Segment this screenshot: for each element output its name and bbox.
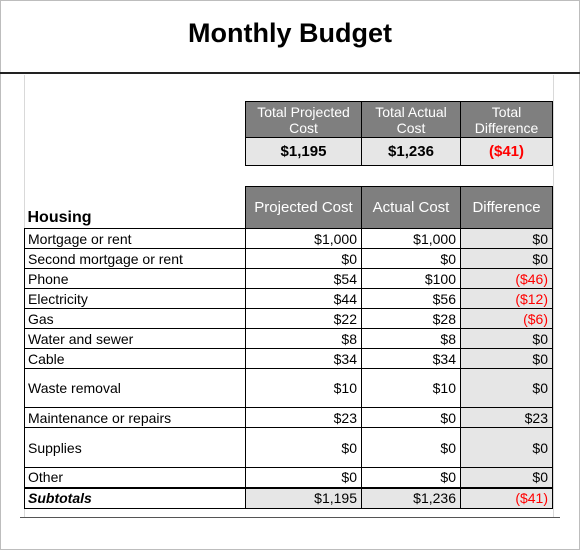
table-row: Maintenance or repairs $23 $0 $23	[24, 407, 553, 428]
difference-cell[interactable]: $0	[460, 427, 553, 468]
projected-cell[interactable]: $8	[245, 328, 362, 349]
difference-cell[interactable]: $0	[460, 467, 553, 488]
row-label[interactable]: Water and sewer	[24, 328, 246, 349]
difference-cell[interactable]: $0	[460, 228, 553, 249]
row-label[interactable]: Second mortgage or rent	[24, 248, 246, 269]
actual-cell[interactable]: $0	[361, 407, 461, 428]
actual-cell[interactable]: $28	[361, 308, 461, 329]
row-label[interactable]: Gas	[24, 308, 246, 329]
actual-cell[interactable]: $100	[361, 268, 461, 289]
summary-projected-value[interactable]: $1,195	[245, 137, 362, 166]
difference-cell[interactable]: ($46)	[460, 268, 553, 289]
projected-cell[interactable]: $0	[245, 248, 362, 269]
summary-header-projected: Total Projected Cost	[245, 101, 362, 138]
row-label[interactable]: Electricity	[24, 288, 246, 309]
table-row: Supplies $0 $0 $0	[24, 427, 553, 468]
section-title: Housing	[24, 186, 246, 229]
housing-header-row: Housing Projected Cost Actual Cost Diffe…	[24, 186, 553, 229]
projected-cell[interactable]: $0	[245, 467, 362, 488]
column-header-projected: Projected Cost	[245, 186, 362, 229]
actual-cell[interactable]: $0	[361, 467, 461, 488]
actual-cell[interactable]: $34	[361, 348, 461, 369]
table-row: Second mortgage or rent $0 $0 $0	[24, 248, 553, 269]
table-row: Phone $54 $100 ($46)	[24, 268, 553, 289]
table-row: Electricity $44 $56 ($12)	[24, 288, 553, 309]
subtotal-difference[interactable]: ($41)	[460, 486, 553, 509]
difference-cell[interactable]: $0	[460, 328, 553, 349]
actual-cell[interactable]: $10	[361, 368, 461, 408]
actual-cell[interactable]: $0	[361, 248, 461, 269]
column-header-difference: Difference	[460, 186, 553, 229]
subtotal-label[interactable]: Subtotals	[24, 486, 246, 509]
actual-cell[interactable]: $8	[361, 328, 461, 349]
table-row: Water and sewer $8 $8 $0	[24, 328, 553, 349]
actual-cell[interactable]: $56	[361, 288, 461, 309]
summary-value-row: $1,195 $1,236 ($41)	[245, 137, 553, 166]
column-header-actual: Actual Cost	[361, 186, 461, 229]
summary-header-row: Total Projected Cost Total Actual Cost T…	[245, 101, 553, 138]
bottom-divider	[20, 517, 560, 518]
subtotal-actual[interactable]: $1,236	[361, 486, 461, 509]
actual-cell[interactable]: $0	[361, 427, 461, 468]
subtotal-row: Subtotals $1,195 $1,236 ($41)	[24, 486, 553, 509]
projected-cell[interactable]: $44	[245, 288, 362, 309]
summary-actual-value[interactable]: $1,236	[361, 137, 461, 166]
actual-cell[interactable]: $1,000	[361, 228, 461, 249]
table-row: Cable $34 $34 $0	[24, 348, 553, 369]
projected-cell[interactable]: $23	[245, 407, 362, 428]
housing-table: Housing Projected Cost Actual Cost Diffe…	[24, 186, 553, 509]
difference-cell[interactable]: $23	[460, 407, 553, 428]
difference-cell[interactable]: $0	[460, 368, 553, 408]
page-title: Monthly Budget	[188, 18, 392, 48]
projected-cell[interactable]: $22	[245, 308, 362, 329]
table-row: Gas $22 $28 ($6)	[24, 308, 553, 329]
projected-cell[interactable]: $54	[245, 268, 362, 289]
difference-cell[interactable]: $0	[460, 348, 553, 369]
summary-table: Total Projected Cost Total Actual Cost T…	[245, 101, 553, 166]
table-row: Other $0 $0 $0	[24, 467, 553, 488]
projected-cell[interactable]: $34	[245, 348, 362, 369]
row-label[interactable]: Other	[24, 467, 246, 488]
projected-cell[interactable]: $1,000	[245, 228, 362, 249]
difference-cell[interactable]: $0	[460, 248, 553, 269]
difference-cell[interactable]: ($6)	[460, 308, 553, 329]
row-label[interactable]: Mortgage or rent	[24, 228, 246, 249]
summary-header-actual: Total Actual Cost	[361, 101, 461, 138]
row-label[interactable]: Supplies	[24, 427, 246, 468]
projected-cell[interactable]: $0	[245, 427, 362, 468]
row-label[interactable]: Waste removal	[24, 368, 246, 408]
row-label[interactable]: Phone	[24, 268, 246, 289]
row-label[interactable]: Cable	[24, 348, 246, 369]
subtotal-projected[interactable]: $1,195	[245, 486, 362, 509]
row-label[interactable]: Maintenance or repairs	[24, 407, 246, 428]
summary-header-difference: Total Difference	[460, 101, 553, 138]
title-area: Monthly Budget	[0, 0, 580, 74]
projected-cell[interactable]: $10	[245, 368, 362, 408]
table-row: Mortgage or rent $1,000 $1,000 $0	[24, 228, 553, 249]
summary-difference-value[interactable]: ($41)	[460, 137, 553, 166]
table-row: Waste removal $10 $10 $0	[24, 368, 553, 408]
difference-cell[interactable]: ($12)	[460, 288, 553, 309]
